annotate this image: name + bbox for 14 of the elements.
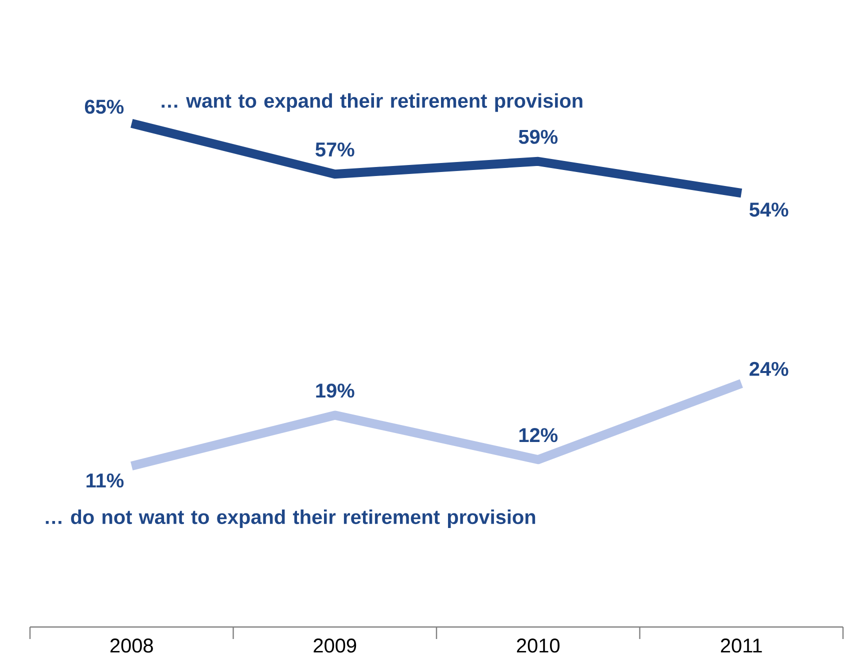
data-label: 12% [519,428,558,442]
data-label: 24% [750,362,788,376]
data-label: 54% [750,202,788,217]
x-tick-label: 2011 [720,638,762,653]
text: … do not want to expand their retirement provision [46,509,536,528]
data-label: 59% [518,130,558,144]
data-label: 65% [84,100,124,114]
x-tick-label: 2009 [314,638,356,653]
data-label: 11% [86,473,124,488]
data-label: 57% [316,142,354,157]
data-label: 19% [316,384,354,398]
x-tick-label: 2010 [516,638,560,653]
series-label: … want to expand their retirement provision [162,93,582,112]
x-tick-label: 2008 [110,638,153,653]
